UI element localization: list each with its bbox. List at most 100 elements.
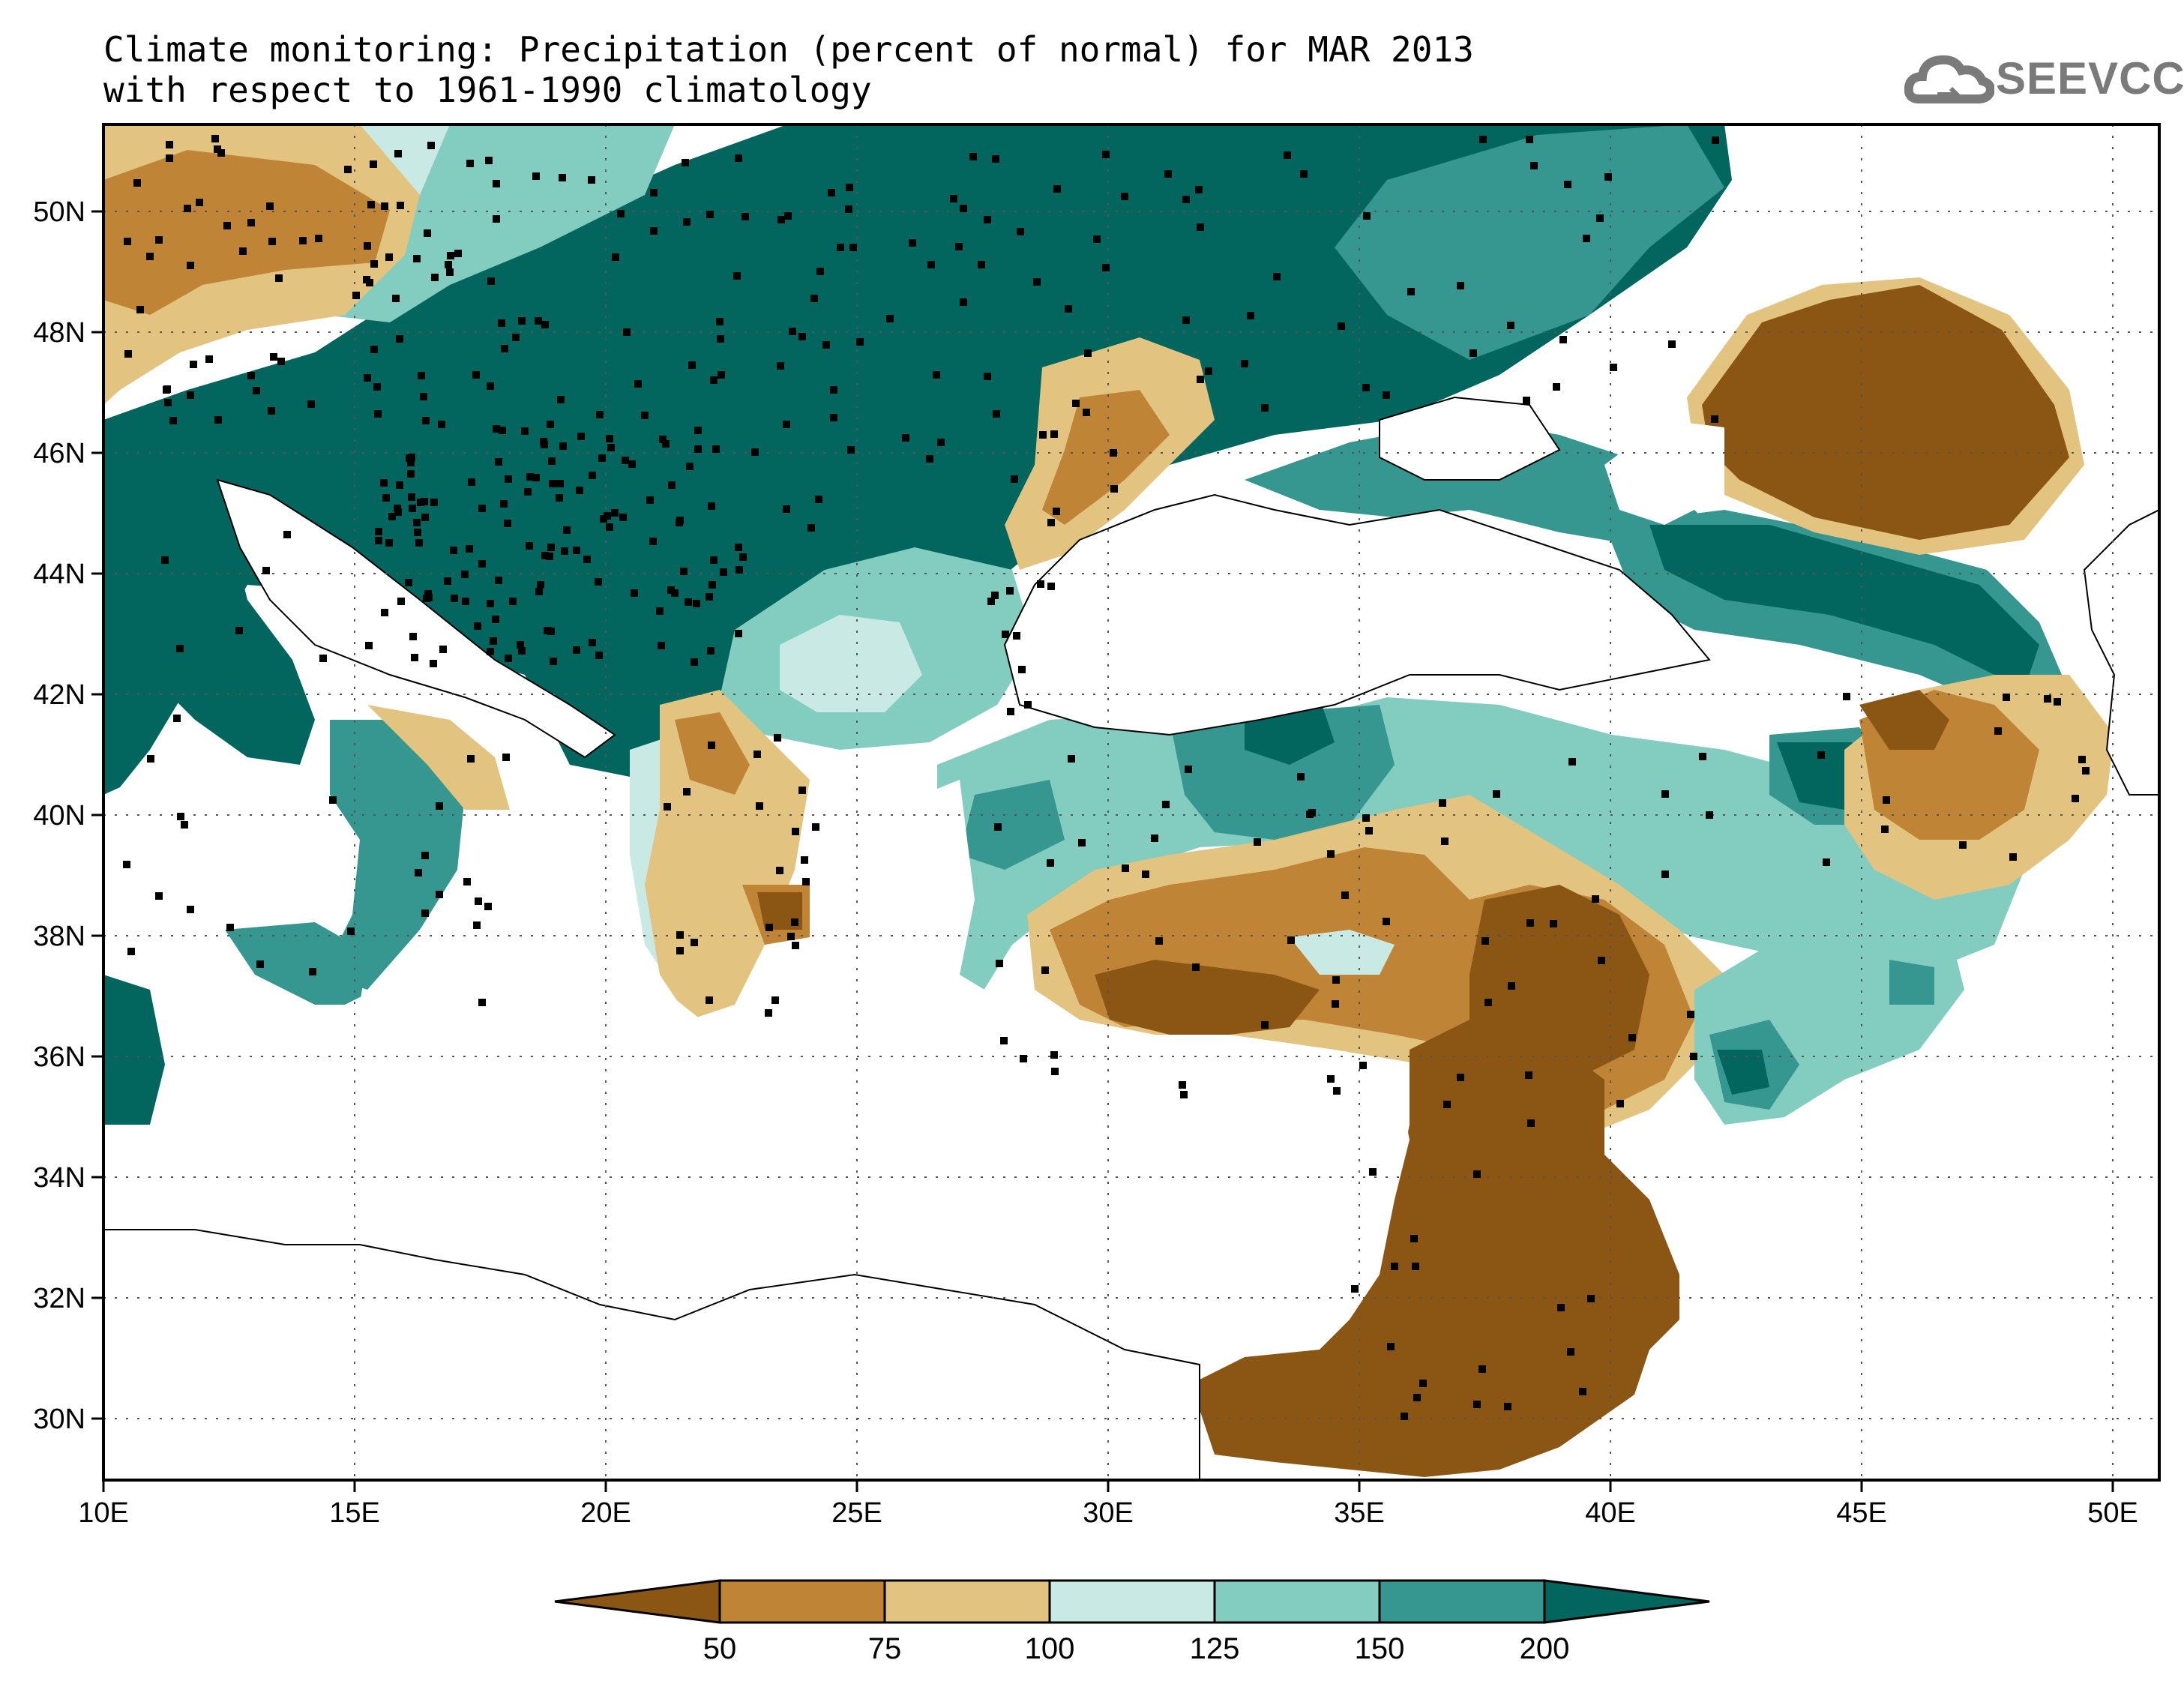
station-markers [123, 135, 2090, 1420]
station-marker [622, 457, 629, 464]
station-marker [1050, 430, 1058, 438]
station-marker [394, 505, 401, 512]
x-tick-label: 10E [78, 1497, 129, 1529]
station-marker [960, 205, 967, 212]
station-marker [487, 600, 494, 607]
station-marker [526, 542, 533, 550]
station-marker [408, 493, 415, 501]
station-marker [607, 444, 615, 451]
station-marker [1365, 827, 1373, 835]
station-marker [777, 362, 784, 370]
station-marker [577, 433, 585, 440]
station-marker [493, 425, 500, 433]
station-marker [392, 295, 400, 302]
station-marker [1481, 937, 1489, 945]
station-marker [960, 298, 967, 306]
station-marker [1182, 316, 1190, 324]
station-marker [693, 600, 700, 607]
y-tick-label: 46N [33, 438, 85, 469]
map-title-line2: with respect to 1961-1990 climatology [103, 70, 872, 110]
station-marker [532, 474, 540, 481]
station-marker [275, 274, 283, 282]
station-marker [136, 306, 144, 313]
colorbar-high-arrow [1543, 1579, 1710, 1624]
station-marker [611, 509, 619, 517]
region-romania-drier [1042, 390, 1170, 525]
station-marker [1300, 170, 1308, 178]
station-marker [409, 505, 416, 512]
station-marker [787, 933, 795, 940]
station-marker [124, 238, 131, 245]
station-marker [792, 942, 799, 949]
station-marker [388, 513, 396, 520]
station-marker [2003, 694, 2010, 701]
station-marker [451, 595, 458, 602]
station-marker [649, 538, 657, 545]
station-marker [1037, 580, 1044, 588]
station-marker [680, 568, 688, 575]
station-marker [886, 315, 894, 322]
station-marker [1121, 193, 1128, 200]
station-marker [1661, 870, 1669, 878]
station-marker [1362, 384, 1370, 391]
region-czech-drier [103, 150, 390, 315]
station-marker [424, 590, 432, 598]
station-marker [1297, 773, 1305, 781]
station-marker [1341, 891, 1349, 899]
station-marker [561, 547, 568, 555]
station-marker [646, 496, 654, 504]
station-marker [1155, 937, 1163, 945]
map-title-line1: Climate monitoring: Precipitation (perce… [103, 29, 1474, 70]
station-marker [187, 262, 194, 269]
station-marker [485, 157, 493, 164]
station-marker [422, 417, 430, 424]
station-marker [595, 652, 603, 659]
station-marker [504, 520, 511, 527]
station-marker [774, 734, 781, 742]
station-marker [537, 581, 544, 589]
station-marker [1287, 936, 1295, 944]
station-marker [363, 276, 370, 283]
station-marker [1412, 1263, 1419, 1270]
station-marker [1699, 753, 1706, 760]
black-sea [1003, 493, 1711, 736]
station-marker [462, 598, 469, 605]
station-marker [739, 553, 747, 561]
station-marker [1443, 1101, 1451, 1108]
station-marker [664, 803, 671, 811]
station-marker [1391, 1263, 1398, 1270]
x-axis [102, 1480, 2114, 1492]
station-marker [524, 488, 532, 496]
station-marker [370, 260, 378, 268]
station-marker [461, 571, 469, 578]
station-marker [446, 268, 454, 276]
station-marker [589, 639, 596, 646]
station-marker [691, 939, 698, 946]
station-marker [397, 202, 404, 209]
station-marker [521, 427, 529, 435]
station-marker [1439, 799, 1446, 807]
station-marker [415, 869, 422, 876]
station-marker [436, 802, 443, 810]
station-marker [409, 633, 417, 640]
crimea-gap [1604, 420, 1724, 525]
station-marker [1093, 235, 1101, 243]
station-marker [161, 556, 169, 564]
station-marker [1706, 811, 1713, 819]
station-marker [547, 544, 555, 551]
station-marker [299, 237, 307, 244]
station-marker [466, 160, 474, 167]
station-marker [1327, 1075, 1335, 1083]
station-marker [1205, 367, 1212, 375]
colorbar-segment [883, 1579, 1051, 1624]
station-marker [517, 641, 524, 649]
station-marker [1383, 918, 1390, 925]
station-marker [1013, 632, 1020, 640]
station-marker [454, 250, 462, 257]
station-marker [1047, 859, 1054, 867]
station-marker [559, 174, 566, 181]
station-marker [190, 361, 197, 368]
region-greece-dry [645, 690, 810, 1020]
x-tick-label: 45E [1836, 1497, 1887, 1529]
station-marker [319, 655, 327, 662]
